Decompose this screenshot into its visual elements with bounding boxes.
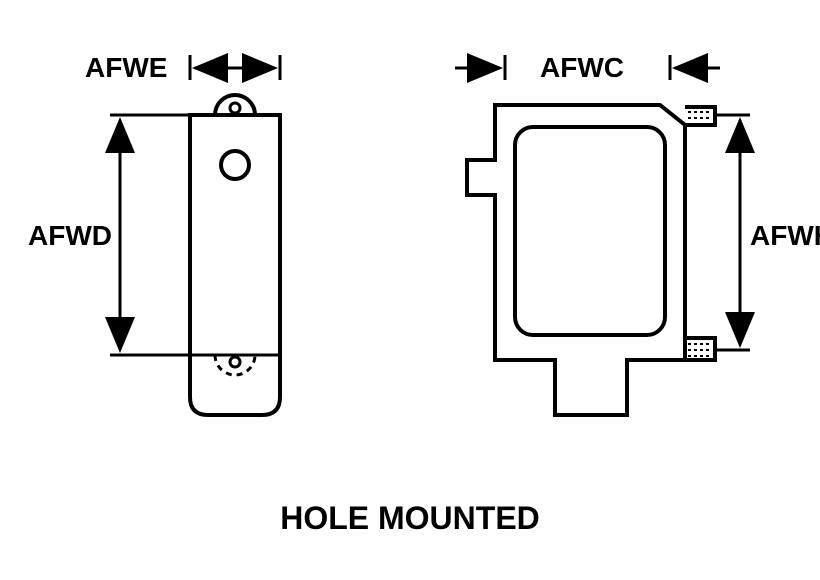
dimension-lines — [0, 0, 820, 580]
